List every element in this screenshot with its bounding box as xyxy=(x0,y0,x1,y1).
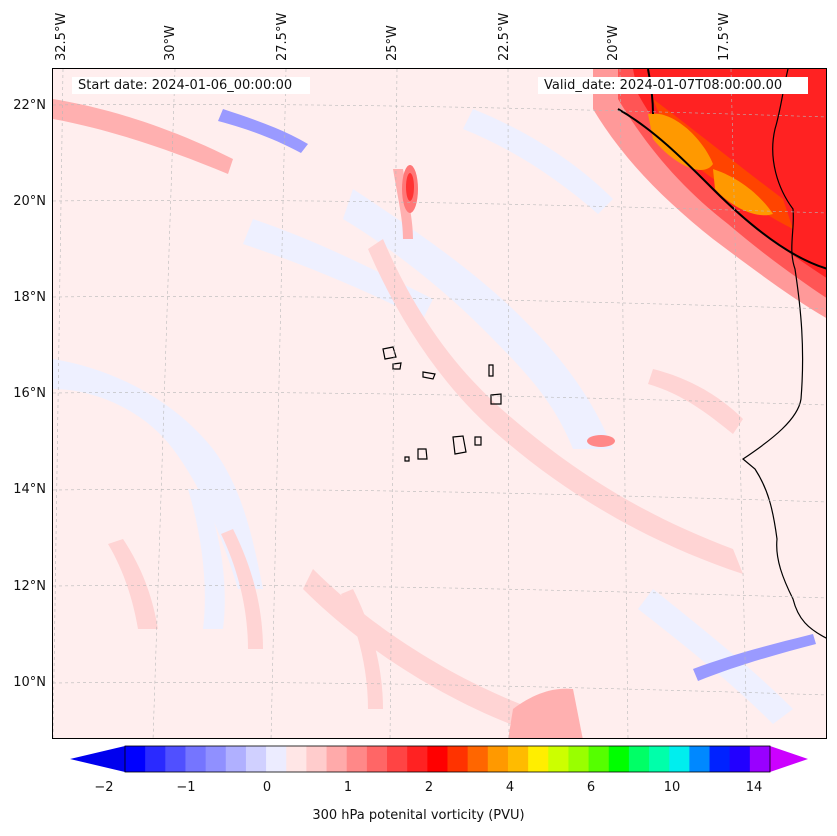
pv-blue-streaks xyxy=(218,109,816,681)
colorbar-segment xyxy=(608,746,630,772)
colorbar-segment xyxy=(568,746,590,772)
colorbar-segment xyxy=(387,746,408,772)
colorbar-segment xyxy=(346,746,368,772)
colorbar-segment xyxy=(205,746,227,772)
colorbar-segment xyxy=(749,746,771,772)
colorbar-tick-10: 10 xyxy=(663,780,681,795)
colorbar-segment xyxy=(427,746,448,772)
colorbar-segment xyxy=(366,746,388,772)
lon-label-32-5w: 32.5°W xyxy=(54,12,69,61)
colorbar-tick-6: 6 xyxy=(586,780,596,795)
lat-label-14n: 14°N xyxy=(13,482,46,497)
lon-label-27-5w: 27.5°W xyxy=(275,12,290,61)
colorbar-segment xyxy=(245,746,267,772)
lat-label-22n: 22°N xyxy=(13,98,46,113)
colorbar-segment xyxy=(125,746,146,772)
colorbar-segment xyxy=(225,746,247,772)
start-date-label: Start date: 2024-01-06_00:00:00 xyxy=(72,77,310,94)
colorbar-outline xyxy=(124,745,771,773)
colorbar-label: 300 hPa potenital vorticity (PVU) xyxy=(312,808,525,823)
colorbar-segment xyxy=(528,746,549,772)
colorbar-tick-2: 2 xyxy=(424,780,434,795)
colorbar-segment xyxy=(729,746,751,772)
lon-label-20w: 20°W xyxy=(606,25,621,61)
colorbar-segment xyxy=(467,746,489,772)
colorbar-segment xyxy=(185,746,207,772)
colorbar-segment xyxy=(145,746,166,772)
colorbar-segment xyxy=(165,746,186,772)
colorbar-over-arrow xyxy=(770,746,808,772)
lon-label-22-5w: 22.5°W xyxy=(497,12,512,61)
pv-pink-bands xyxy=(108,239,743,729)
colorbar-segment xyxy=(407,746,428,772)
colorbar-segment xyxy=(286,746,307,772)
colorbar-segment xyxy=(649,746,670,772)
colorbar-segment xyxy=(669,746,690,772)
colorbar-tick-1: 1 xyxy=(343,780,353,795)
graticule xyxy=(53,69,826,738)
colorbar-segment xyxy=(507,746,529,772)
colorbar-segment xyxy=(588,746,610,772)
colorbar-tick-0: 0 xyxy=(262,780,272,795)
colorbar-under-arrow xyxy=(70,746,125,772)
colorbar-segment xyxy=(306,746,328,772)
colorbar-segment xyxy=(326,746,348,772)
colorbar-segment xyxy=(447,746,469,772)
lat-label-18n: 18°N xyxy=(13,290,46,305)
colorbar-segment xyxy=(628,746,650,772)
colorbar-tick-4: 4 xyxy=(505,780,515,795)
colorbar-segment xyxy=(709,746,731,772)
map-plot-area xyxy=(52,68,827,739)
valid-date-label: Valid_date: 2024-01-07T08:00:00.00 xyxy=(538,77,808,94)
colorbar-segment xyxy=(266,746,287,772)
lat-label-10n: 10°N xyxy=(13,675,46,690)
colorbar-segment xyxy=(689,746,711,772)
lon-label-17-5w: 17.5°W xyxy=(717,12,732,61)
pv-field-map xyxy=(53,69,826,738)
colorbar-tick-minus2: −2 xyxy=(94,780,114,795)
lat-label-12n: 12°N xyxy=(13,579,46,594)
lat-label-16n: 16°N xyxy=(13,386,46,401)
colorbar-tick-14: 14 xyxy=(745,780,763,795)
colorbar xyxy=(70,745,808,773)
colorbar-tick-minus1: −1 xyxy=(176,780,196,795)
colorbar-segment xyxy=(548,746,569,772)
lat-label-20n: 20°N xyxy=(13,194,46,209)
colorbar-segment xyxy=(487,746,509,772)
colorbar-segments xyxy=(125,746,771,772)
pv-medium-bands xyxy=(53,99,583,738)
lon-label-30w: 30°W xyxy=(163,25,178,61)
pv-red-core xyxy=(402,165,615,447)
lon-label-25w: 25°W xyxy=(385,25,400,61)
